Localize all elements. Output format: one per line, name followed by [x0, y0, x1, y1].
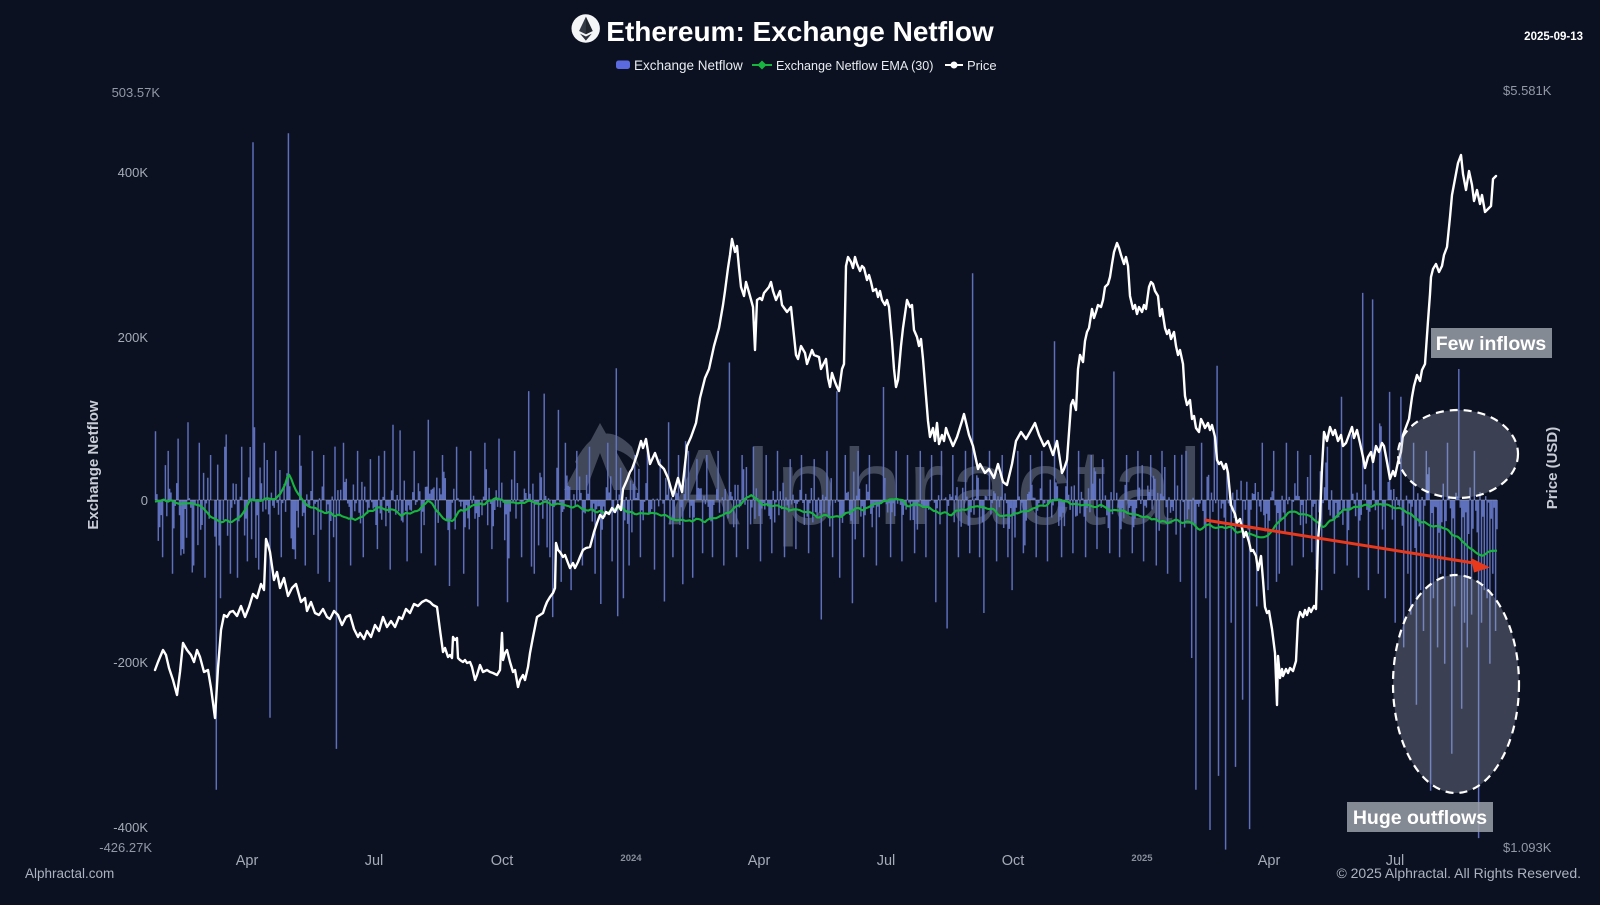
svg-text:-426.27K: -426.27K [99, 840, 152, 855]
svg-text:Jul: Jul [877, 853, 896, 869]
svg-text:$5.581K: $5.581K [1503, 83, 1552, 98]
svg-text:-400K: -400K [113, 820, 148, 835]
svg-text:2024: 2024 [620, 853, 642, 864]
svg-text:-200K: -200K [113, 655, 148, 670]
svg-text:Oct: Oct [1002, 853, 1025, 869]
svg-text:Exchange Netflow: Exchange Netflow [85, 400, 102, 530]
svg-text:Huge outflows: Huge outflows [1353, 807, 1487, 829]
svg-text:Exchange Netflow EMA (30): Exchange Netflow EMA (30) [776, 59, 934, 73]
svg-text:© 2025 Alphractal. All Rights: © 2025 Alphractal. All Rights Reserved. [1336, 865, 1581, 881]
svg-text:Price: Price [967, 58, 997, 73]
svg-text:503.57K: 503.57K [112, 85, 161, 100]
svg-text:Apr: Apr [1258, 853, 1281, 869]
svg-text:Exchange Netflow: Exchange Netflow [634, 58, 743, 73]
svg-text:Alphractal.com: Alphractal.com [25, 866, 114, 881]
svg-text:200K: 200K [118, 330, 149, 345]
svg-text:Oct: Oct [491, 853, 514, 869]
svg-text:2025-09-13: 2025-09-13 [1524, 31, 1583, 43]
svg-text:Jul: Jul [1386, 853, 1405, 869]
svg-text:2025: 2025 [1131, 853, 1153, 864]
svg-text:400K: 400K [118, 165, 149, 180]
svg-text:$1.093K: $1.093K [1503, 840, 1552, 855]
svg-text:Jul: Jul [365, 853, 384, 869]
svg-text:Apr: Apr [236, 853, 259, 869]
svg-text:Apr: Apr [748, 853, 771, 869]
svg-text:0: 0 [141, 493, 148, 508]
svg-text:Few inflows: Few inflows [1436, 333, 1547, 355]
svg-text:Ethereum: Exchange Netflow: Ethereum: Exchange Netflow [606, 16, 994, 47]
svg-text:Price (USD): Price (USD) [1544, 427, 1561, 510]
